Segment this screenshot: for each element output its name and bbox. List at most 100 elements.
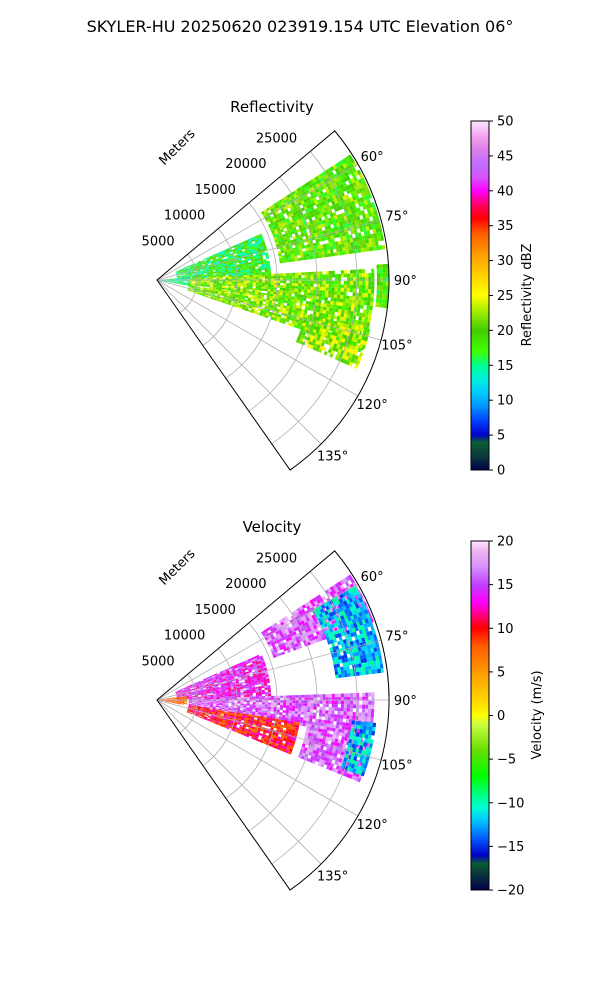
echo-cell xyxy=(363,645,368,651)
echo-cell xyxy=(329,220,334,226)
echo-cell xyxy=(324,633,329,639)
echo-cell xyxy=(304,275,308,278)
echo-cell xyxy=(230,685,234,688)
echo-cell xyxy=(277,230,282,234)
echo-cell xyxy=(318,299,322,304)
echo-cell xyxy=(347,310,351,315)
echo-cell xyxy=(322,328,327,333)
echo-cell xyxy=(378,655,383,661)
echo-cell xyxy=(297,714,301,718)
echo-cell xyxy=(242,292,246,295)
echo-cell xyxy=(231,275,235,278)
echo-cell xyxy=(222,298,226,301)
echo-cell xyxy=(368,621,374,627)
echo-cell xyxy=(308,637,313,642)
echo-cell xyxy=(304,283,308,287)
echo-cell xyxy=(291,644,296,649)
echo-cell xyxy=(332,195,337,201)
echo-cell xyxy=(188,276,193,278)
echo-cell xyxy=(247,676,251,680)
echo-cell xyxy=(280,302,285,306)
echo-cell xyxy=(276,707,280,710)
echo-cell xyxy=(176,275,180,277)
echo-cell xyxy=(225,692,229,694)
echo-cell xyxy=(294,232,299,237)
echo-cell xyxy=(269,713,274,717)
echo-cell xyxy=(187,269,191,271)
echo-cell xyxy=(336,233,340,238)
echo-cell xyxy=(286,705,290,709)
echo-cell xyxy=(333,622,338,628)
echo-cell xyxy=(241,259,245,263)
echo-cell xyxy=(382,272,387,278)
echo-cell xyxy=(240,270,244,273)
echo-cell xyxy=(222,285,226,287)
echo-cell xyxy=(326,307,330,311)
echo-cell xyxy=(243,703,247,706)
echo-cell xyxy=(255,686,259,689)
echo-cell xyxy=(307,694,311,698)
echo-cell xyxy=(182,272,186,275)
echo-cell xyxy=(280,702,284,706)
echo-cell xyxy=(316,308,321,313)
echo-cell xyxy=(243,246,248,249)
echo-cell xyxy=(277,215,282,220)
echo-cell xyxy=(298,246,303,250)
echo-cell xyxy=(221,255,225,259)
echo-cell xyxy=(182,692,186,695)
echo-cell xyxy=(376,664,381,670)
echo-cell xyxy=(259,313,263,317)
echo-cell xyxy=(332,657,336,662)
echo-cell xyxy=(268,720,273,723)
echo-cell xyxy=(357,347,362,353)
echo-cell xyxy=(324,313,329,318)
echo-cell xyxy=(337,273,341,278)
echo-cell xyxy=(285,246,290,250)
echo-cell xyxy=(224,685,228,688)
echo-cell xyxy=(264,274,268,277)
echo-cell xyxy=(313,222,318,227)
echo-cell xyxy=(199,709,204,711)
echo-cell xyxy=(197,283,202,285)
echo-cell xyxy=(282,257,286,261)
echo-cell xyxy=(336,176,341,182)
echo-cell xyxy=(337,632,342,638)
echo-cell xyxy=(278,199,283,204)
echo-cell xyxy=(294,258,298,262)
echo-cell xyxy=(178,270,182,273)
echo-cell xyxy=(201,278,205,280)
echo-cell xyxy=(341,306,346,311)
echo-cell xyxy=(343,707,347,712)
echo-cell xyxy=(369,656,374,662)
echo-cell xyxy=(231,280,235,282)
echo-cell xyxy=(233,244,238,248)
echo-cell xyxy=(199,711,203,714)
echo-cell xyxy=(289,275,293,279)
echo-cell xyxy=(163,280,167,282)
echo-cell xyxy=(306,221,311,226)
echo-cell xyxy=(283,249,288,253)
echo-cell xyxy=(313,274,317,278)
echo-cell xyxy=(237,706,241,709)
echo-cell xyxy=(289,700,293,704)
echo-cell xyxy=(346,707,350,712)
echo-cell xyxy=(267,265,271,268)
echo-cell xyxy=(335,202,340,208)
echo-cell xyxy=(210,695,214,698)
echo-cell xyxy=(259,718,264,721)
echo-cell xyxy=(280,220,284,225)
echo-cell xyxy=(325,318,329,323)
echo-cell xyxy=(303,294,307,299)
echo-cell xyxy=(374,237,378,242)
echo-cell xyxy=(239,709,244,712)
echo-cell xyxy=(333,601,338,607)
echo-cell xyxy=(182,275,186,277)
echo-cell xyxy=(178,281,182,283)
echo-cell xyxy=(258,286,262,289)
echo-cell xyxy=(192,277,196,279)
echo-cell xyxy=(304,244,308,249)
echo-cell xyxy=(332,211,337,217)
echo-cell xyxy=(218,287,222,290)
echo-cell xyxy=(229,294,234,297)
echo-cell xyxy=(181,270,185,272)
